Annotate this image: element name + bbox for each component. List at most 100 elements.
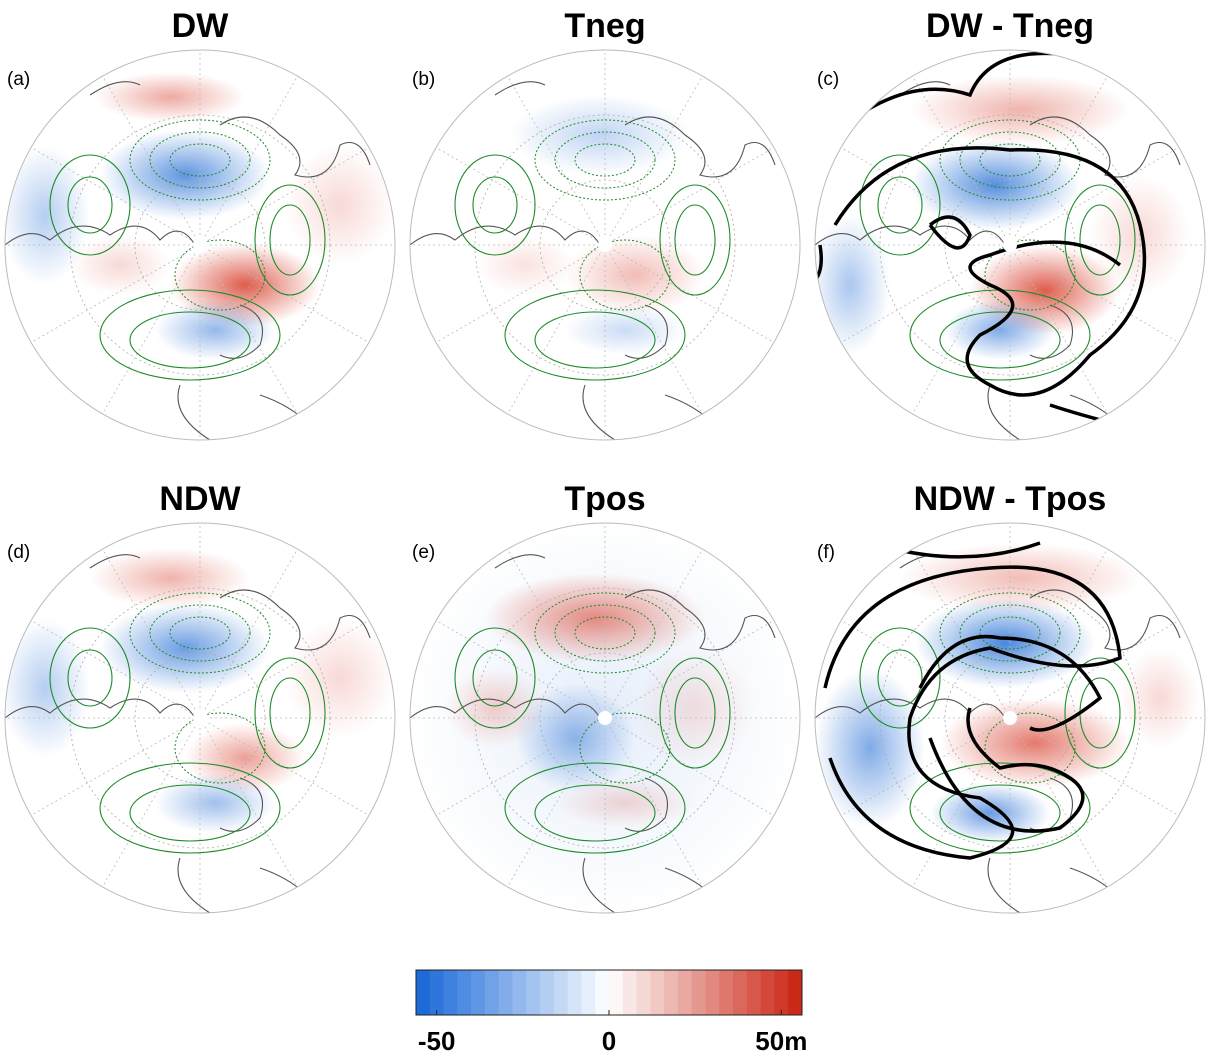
contour-positive xyxy=(49,627,131,729)
anomaly-field xyxy=(445,668,545,748)
contour-positive xyxy=(859,627,941,729)
contour-negative xyxy=(534,592,676,674)
anomaly-field xyxy=(815,668,925,828)
colorbar-segment xyxy=(567,970,582,1015)
contour-negative xyxy=(574,616,636,650)
contour-positive xyxy=(859,154,941,256)
contour-positive xyxy=(877,649,923,707)
significance-contour xyxy=(823,565,1122,860)
anomaly-field xyxy=(940,698,1130,788)
contour-positive xyxy=(129,311,251,369)
contour-positive xyxy=(939,311,1061,369)
contour-negative xyxy=(984,239,1076,311)
anomaly-field xyxy=(945,300,1055,360)
anomaly-field xyxy=(100,130,270,220)
coastline xyxy=(410,81,776,440)
colorbar-segment xyxy=(443,970,458,1015)
colorbar-segment xyxy=(429,970,445,1015)
coastline xyxy=(5,81,371,440)
contour-negative xyxy=(984,712,1076,784)
contour-positive xyxy=(659,657,731,769)
anomaly-field xyxy=(635,648,755,768)
panel-label: (b) xyxy=(412,69,435,90)
coastline xyxy=(815,81,1181,440)
panel-label: (c) xyxy=(817,69,839,90)
contour-positive xyxy=(504,762,686,854)
contour-negative xyxy=(534,119,676,201)
colorbar-segment xyxy=(512,970,527,1015)
contour-negative xyxy=(554,604,656,662)
contour-positive xyxy=(99,289,281,381)
colorbar-segment xyxy=(484,970,500,1015)
map-boundary xyxy=(409,522,801,914)
contour-negative xyxy=(129,592,271,674)
map-boundary xyxy=(814,522,1206,914)
colorbar-segment xyxy=(526,970,541,1015)
contour-negative xyxy=(554,131,656,189)
contour-positive xyxy=(254,657,326,769)
contour-positive xyxy=(269,677,311,749)
contour-negative xyxy=(579,239,671,311)
contour-negative xyxy=(174,712,266,784)
colorbar-tick-label: 0 xyxy=(602,1026,616,1056)
colorbar-segment xyxy=(595,970,610,1015)
colorbar-segment xyxy=(733,970,748,1015)
colorbar-segment xyxy=(788,970,803,1015)
contour-negative xyxy=(129,119,271,201)
contour-negative xyxy=(149,131,251,189)
colorbar-segment xyxy=(498,970,513,1015)
contour-negative xyxy=(979,616,1041,650)
map-panel xyxy=(409,522,801,914)
contour-positive xyxy=(269,204,311,276)
anomaly-field xyxy=(930,783,1050,843)
colorbar-segment xyxy=(553,970,569,1015)
map-boundary xyxy=(4,522,396,914)
contour-negative xyxy=(174,239,266,311)
map-panel xyxy=(4,522,396,914)
colorbar-tick-label: -50 xyxy=(418,1026,456,1056)
contour-positive xyxy=(49,154,131,256)
colorbar-segment xyxy=(581,970,596,1015)
contour-positive xyxy=(1064,184,1136,296)
anomaly-field xyxy=(510,95,690,175)
contour-positive xyxy=(877,176,923,234)
map-boundary xyxy=(814,49,1206,441)
panel-label: (e) xyxy=(412,542,435,563)
contour-positive xyxy=(254,184,326,296)
colorbar-segment xyxy=(609,970,624,1015)
anomaly-field xyxy=(515,683,635,793)
contour-positive xyxy=(674,204,716,276)
anomaly-field xyxy=(5,618,90,758)
contour-negative xyxy=(574,143,636,177)
panel-label: (a) xyxy=(7,69,30,90)
contour-positive xyxy=(454,154,536,256)
panel-title: DW xyxy=(172,7,230,45)
panel-title: Tneg xyxy=(564,7,645,45)
contour-positive xyxy=(534,784,656,842)
colorbar: -50 0 50m xyxy=(415,969,807,1056)
map-panel xyxy=(409,49,801,441)
contour-positive xyxy=(659,184,731,296)
anomaly-field xyxy=(555,778,695,828)
contour-positive xyxy=(99,762,281,854)
anomaly-field xyxy=(155,773,275,833)
contour-negative xyxy=(169,143,231,177)
pole xyxy=(193,711,207,725)
contour-negative xyxy=(959,604,1061,662)
anomaly-field xyxy=(285,618,395,738)
pole xyxy=(598,238,612,252)
coastline xyxy=(410,554,776,913)
colorbar-tick-label: 50m xyxy=(755,1026,807,1056)
pole xyxy=(1003,711,1017,725)
contour-negative xyxy=(979,143,1041,177)
colorbar-segment xyxy=(664,970,679,1015)
anomaly-field xyxy=(1120,648,1200,748)
map-boundary xyxy=(409,49,801,441)
map-content xyxy=(815,523,1205,913)
contour-negative xyxy=(939,592,1081,674)
pole xyxy=(598,711,612,725)
panel-title: NDW - Tpos xyxy=(914,480,1107,518)
map-panel xyxy=(4,49,396,441)
anomaly-field xyxy=(910,75,1130,145)
